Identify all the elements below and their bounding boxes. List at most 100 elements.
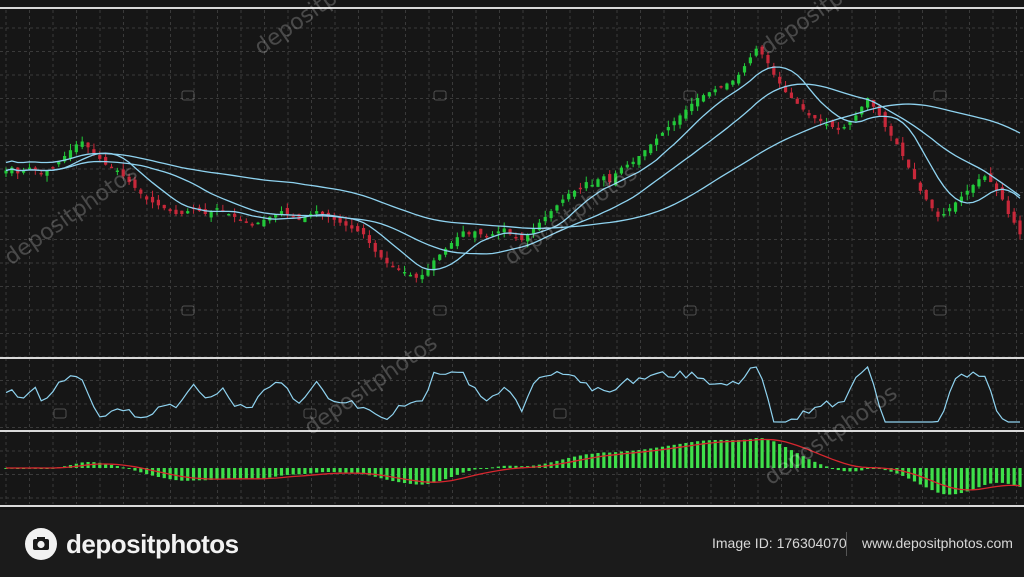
macd-histogram-bar — [942, 468, 946, 495]
macd-histogram-bar — [895, 468, 899, 474]
macd-histogram-bar — [783, 447, 788, 468]
candle-body — [631, 161, 635, 165]
footer-divider — [846, 532, 847, 556]
candle-body — [766, 54, 770, 64]
candle-body — [356, 226, 360, 232]
macd-histogram-bar — [1018, 468, 1022, 487]
candle-body — [51, 167, 55, 169]
candle-body — [385, 257, 389, 264]
macd-histogram-bar — [168, 468, 172, 480]
camera-watermark-icon — [933, 305, 947, 316]
candle-body — [737, 74, 741, 84]
candle-body — [649, 144, 653, 154]
macd-histogram-bar — [514, 465, 518, 468]
macd-histogram-bar — [361, 468, 366, 475]
candle-body — [725, 83, 729, 90]
macd-histogram-bar — [725, 439, 729, 468]
macd-histogram-bar — [443, 468, 448, 480]
macd-histogram-bar — [860, 468, 864, 471]
macd-histogram-bar — [438, 468, 442, 482]
candle-body — [684, 109, 688, 119]
macd-histogram-bar — [520, 466, 524, 468]
candle-body — [994, 183, 999, 191]
candle-body — [877, 105, 881, 116]
macd-histogram-bar — [637, 450, 641, 468]
macd-histogram-bar — [455, 468, 459, 475]
candle-body — [912, 169, 917, 180]
candle-body — [4, 170, 8, 174]
candle-body — [543, 216, 547, 222]
macd-histogram-bar — [690, 442, 694, 468]
candle-body — [936, 211, 940, 217]
macd-histogram-bar — [256, 468, 260, 479]
macd-histogram-bar — [315, 468, 319, 473]
camera-watermark-icon — [683, 90, 697, 101]
candle-body — [98, 155, 102, 159]
candle-body — [953, 202, 958, 212]
candle-body — [92, 149, 96, 154]
candle-body — [848, 121, 852, 125]
site-url-link[interactable]: www.depositphotos.com — [862, 535, 1013, 551]
candle-body — [965, 190, 969, 195]
macd-histogram-bar — [291, 468, 295, 475]
candle-body — [21, 170, 26, 173]
macd-histogram-bar — [385, 468, 389, 480]
macd-histogram-bar — [326, 468, 330, 472]
candle-body — [824, 124, 829, 126]
candle-body — [10, 167, 14, 174]
candle-body — [209, 211, 213, 218]
candle-body — [227, 214, 231, 216]
candle-body — [901, 142, 905, 156]
macd-histogram-bar — [244, 468, 248, 479]
macd-histogram-bar — [778, 443, 782, 468]
candle-body — [133, 179, 137, 188]
macd-histogram-bar — [473, 468, 477, 470]
macd-histogram-bar — [983, 468, 987, 485]
candle-body — [514, 236, 518, 239]
candle-body — [555, 205, 559, 211]
macd-histogram-bar — [1006, 468, 1010, 484]
camera-watermark-icon — [181, 90, 195, 101]
candle-body — [572, 190, 577, 197]
candle-body — [813, 115, 817, 119]
macd-histogram-bar — [959, 468, 963, 494]
candle-body — [971, 185, 975, 193]
candle-body — [660, 132, 665, 136]
candle-body — [748, 57, 752, 64]
candle-body — [690, 103, 694, 112]
moving-average-line — [5, 103, 1021, 230]
candle-body — [467, 232, 471, 235]
candle-body — [80, 141, 84, 147]
brand-logo[interactable]: depositphotos — [24, 526, 239, 562]
candle-body — [549, 211, 553, 219]
candle-body — [162, 204, 166, 209]
candle-body — [490, 234, 495, 236]
macd-histogram-bar — [719, 439, 723, 468]
macd-histogram-bar — [795, 453, 799, 468]
candle-body — [654, 138, 659, 145]
macd-histogram-bar — [508, 465, 512, 468]
macd-histogram-bar — [824, 466, 829, 468]
candle-body — [397, 268, 401, 270]
candle-body — [150, 196, 155, 203]
candle-body — [608, 174, 612, 183]
candle-body — [930, 199, 934, 209]
candle-body — [238, 219, 243, 221]
macd-histogram-bar — [701, 440, 706, 468]
candle-body — [408, 274, 413, 277]
candle-body — [918, 182, 922, 191]
candle-body — [279, 211, 284, 215]
candle-body — [57, 161, 61, 165]
macd-histogram-bar — [836, 468, 840, 471]
candle-body — [731, 80, 735, 85]
macd-histogram-bar — [696, 441, 700, 468]
candle-body — [578, 187, 583, 190]
macd-histogram-bar — [279, 468, 284, 476]
candle-body — [379, 250, 383, 258]
macd-histogram-bar — [232, 468, 237, 479]
macd-histogram-bar — [1012, 468, 1016, 486]
candle-body — [455, 237, 459, 247]
candle-body — [666, 127, 670, 131]
macd-histogram-bar — [930, 468, 934, 491]
macd-histogram-bar — [227, 468, 231, 479]
